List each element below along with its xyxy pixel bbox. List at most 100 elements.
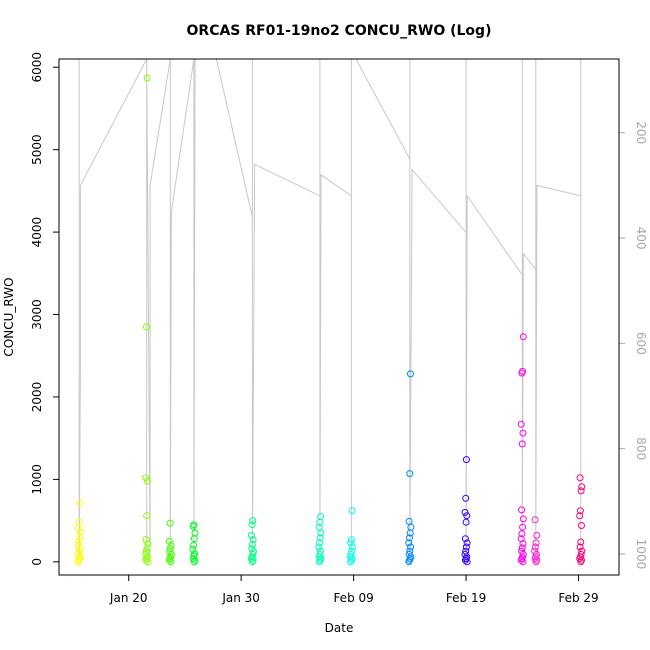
y2-tick-label: 1000	[634, 539, 648, 570]
data-point-rf01	[76, 528, 84, 536]
x-tick-label: Feb 09	[333, 591, 373, 605]
y-tick-label: 3000	[30, 299, 44, 330]
data-point-rf01	[75, 518, 83, 526]
data-point-rf06	[317, 555, 325, 562]
x-tick-label: Feb 19	[446, 591, 486, 605]
data-point-rf05	[249, 536, 257, 544]
data-point-rf07	[347, 536, 355, 544]
data-point-rf03	[166, 545, 174, 553]
y-tick-label: 5000	[30, 134, 44, 165]
data-point-rf01	[76, 545, 84, 553]
data-point-rf09	[461, 535, 469, 543]
data-point-rf04	[191, 556, 199, 564]
y2-tick-label: 600	[634, 332, 648, 355]
data-point-rf06	[316, 534, 324, 542]
data-point-rf07	[348, 507, 356, 515]
pressure-track-line	[78, 58, 582, 557]
data-point-rf08	[407, 523, 415, 531]
data-point-rf12	[576, 512, 584, 520]
data-point-rf02	[144, 558, 152, 566]
data-point-rf09	[461, 508, 469, 516]
data-point-rf05	[250, 548, 257, 556]
data-point-rf08	[406, 534, 413, 542]
y2-tick-label: 800	[634, 437, 648, 460]
data-point-rf11	[533, 531, 541, 539]
data-point-rf10	[518, 440, 526, 448]
data-point-rf09	[462, 547, 470, 555]
data-point-rf02	[143, 544, 151, 552]
data-point-rf08	[407, 543, 414, 551]
data-point-rf07	[348, 555, 356, 562]
data-point-rf06	[317, 513, 325, 520]
y-tick-label: 4000	[30, 217, 44, 248]
data-point-rf10	[517, 420, 525, 428]
data-point-rf04	[189, 545, 197, 553]
y-axis-label: CONCU_RWO	[2, 277, 16, 356]
data-point-rf07	[347, 550, 355, 558]
data-point-rf08	[405, 517, 413, 525]
y-axis: 0 1000 2000 3000 4000 5000 6000	[30, 52, 59, 566]
x-axis-label: Date	[325, 621, 354, 635]
data-point-rf08	[405, 550, 413, 558]
data-point-rf02	[142, 323, 150, 331]
data-point-rf06	[316, 550, 324, 558]
data-point-rf07	[348, 547, 356, 555]
data-point-rf02	[142, 550, 150, 558]
pressure-track	[78, 58, 582, 557]
data-point-rf05	[248, 541, 256, 548]
data-point-rf02	[143, 477, 151, 485]
data-point-rf05	[249, 517, 257, 525]
data-point-rf10	[518, 530, 526, 538]
data-point-rf04	[190, 521, 198, 529]
data-point-rf03	[166, 519, 174, 527]
plot-frame	[58, 58, 620, 576]
data-point-rf12	[577, 487, 585, 495]
data-point-rf03	[167, 541, 175, 549]
data-point-rf10	[519, 367, 527, 375]
data-point-rf09	[463, 512, 471, 520]
data-point-rf10	[518, 547, 526, 555]
data-point-rf11	[533, 550, 540, 558]
data-point-rf10	[518, 544, 526, 552]
data-point-rf09	[462, 543, 470, 551]
data-point-rf01	[75, 548, 83, 556]
data-point-rf09	[463, 558, 471, 566]
data-point-rf01	[76, 499, 84, 507]
data-point-rf10	[519, 523, 527, 531]
data-point-rf03	[165, 537, 173, 545]
data-point-rf02	[142, 536, 150, 544]
data-point-rf07	[348, 543, 356, 551]
data-point-rf05	[248, 521, 256, 529]
chart-title: ORCAS RF01-19no2 CONCU_RWO (Log)	[187, 23, 492, 39]
data-point-rf04	[190, 541, 198, 549]
data-point-rf09	[462, 494, 470, 502]
data-point-rf09	[461, 550, 469, 558]
data-point-rf10	[519, 558, 527, 566]
data-point-rf01	[74, 541, 82, 549]
data-point-rf09	[462, 456, 470, 464]
data-point-rf12	[576, 543, 584, 551]
data-point-rf10	[518, 506, 526, 514]
data-point-rf01	[76, 533, 84, 541]
y-tick-label: 2000	[30, 382, 44, 413]
data-point-rf10	[519, 429, 527, 437]
data-point-rf02	[143, 74, 151, 82]
y2-tick-label: 200	[634, 121, 648, 144]
data-point-rf07	[347, 539, 355, 547]
data-point-rf11	[531, 516, 539, 524]
data-point-rf10	[517, 535, 525, 543]
data-point-rf10	[519, 515, 527, 523]
data-point-rf01	[75, 537, 83, 545]
data-point-rf11	[532, 539, 540, 547]
data-point-rf03	[167, 558, 175, 566]
data-point-rf04	[191, 529, 199, 537]
data-point-rf06	[315, 523, 323, 531]
data-point-rf12	[577, 538, 585, 546]
data-point-rf10	[519, 333, 527, 341]
y2-axis: 200 400 600 800 1000	[619, 121, 648, 569]
y-tick-label: 0	[30, 558, 44, 566]
y2-tick-label: 400	[634, 227, 648, 250]
data-point-rf12	[578, 522, 585, 529]
data-point-rf08	[405, 539, 413, 547]
data-point-rf02	[144, 540, 152, 548]
